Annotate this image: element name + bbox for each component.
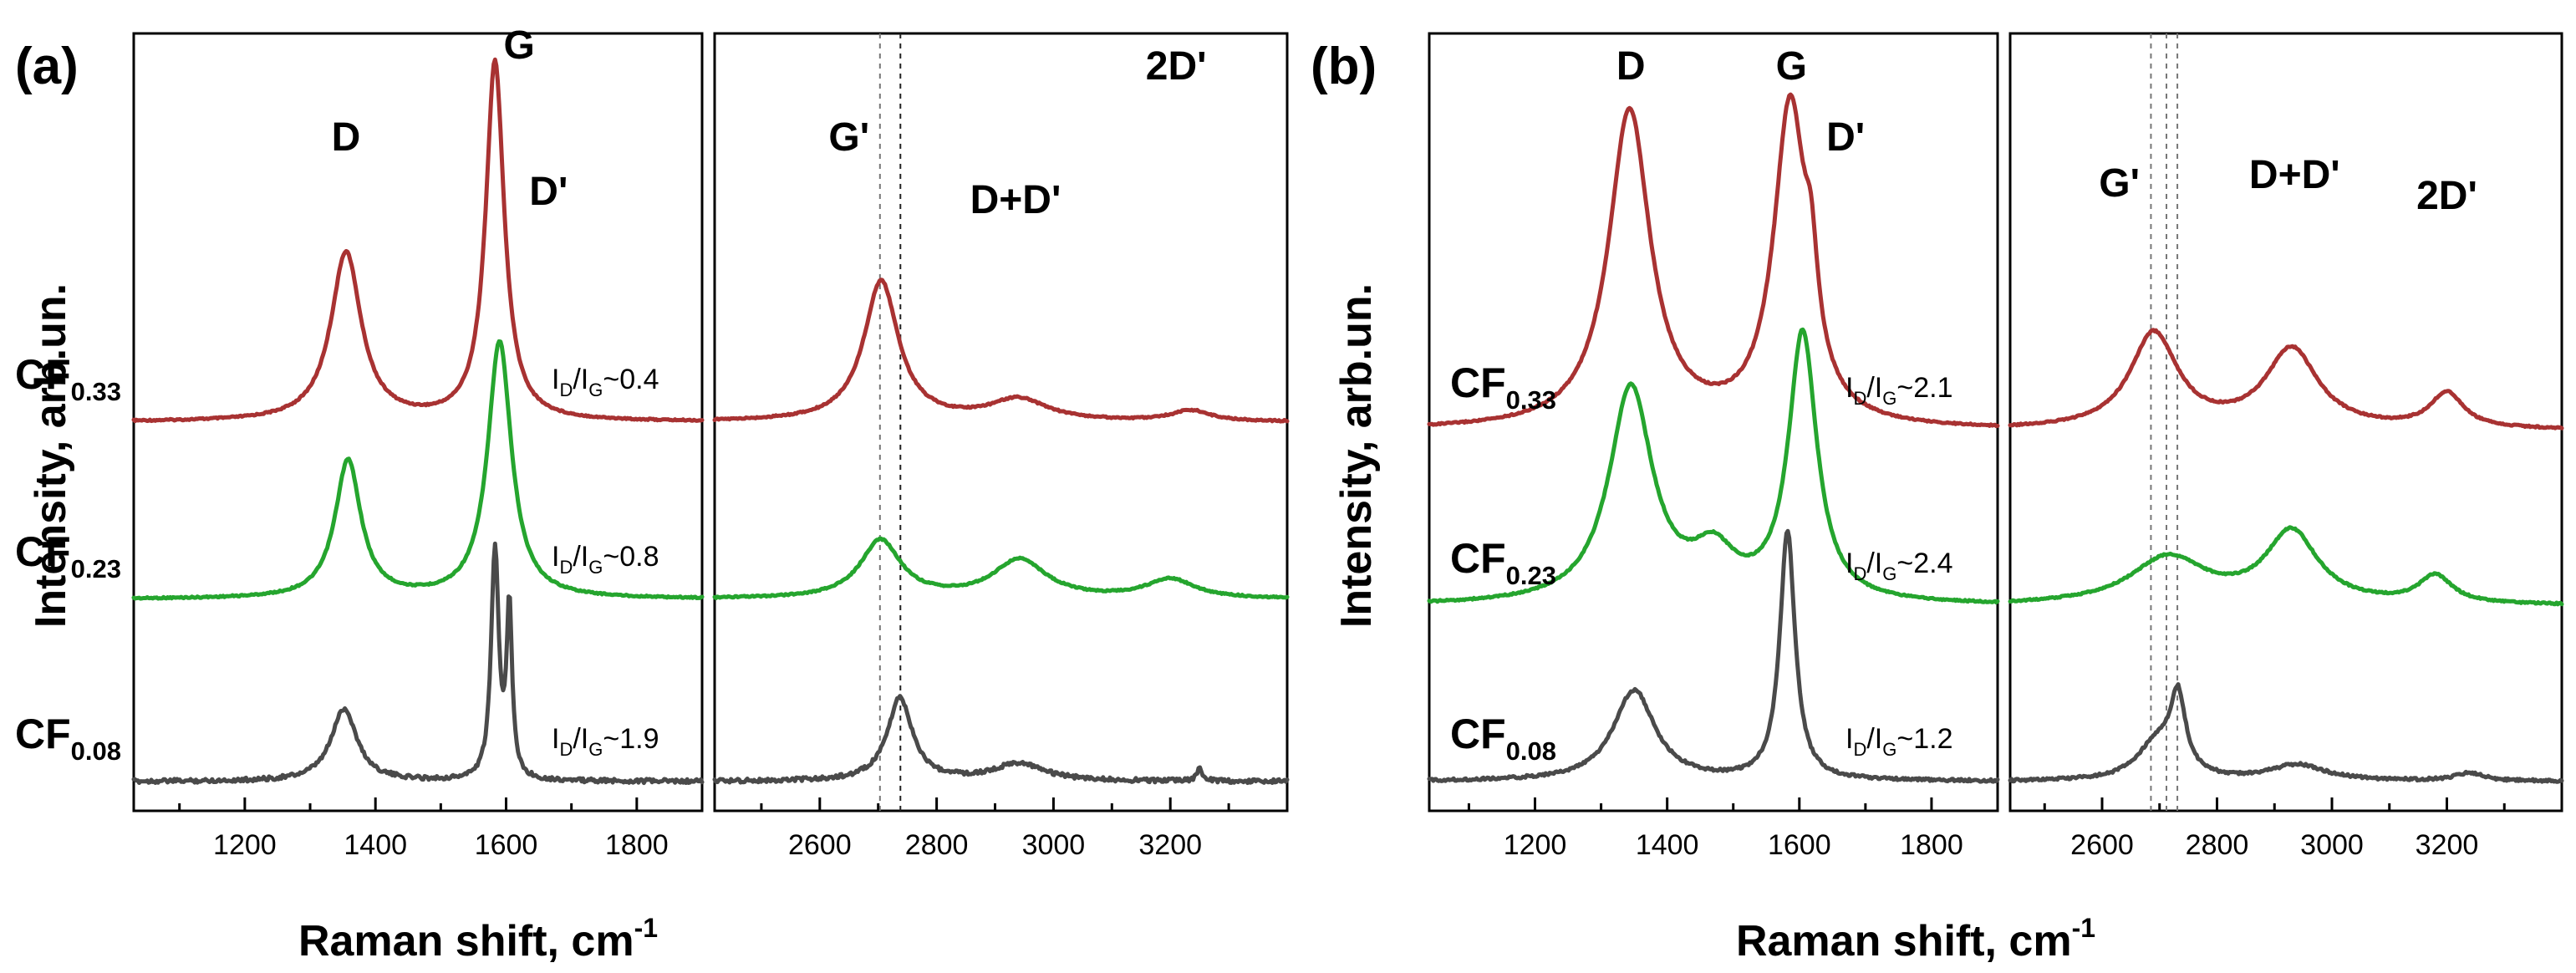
- panel-a-window-low-frame: [132, 32, 704, 813]
- spectrum-line-0-23: [131, 339, 705, 601]
- series-label: CF0.33: [1450, 359, 1556, 415]
- peak-label: G': [2099, 161, 2140, 206]
- ratio-label: ID/IG~2.1: [1845, 372, 1953, 409]
- spectrum-line-0-33: [2008, 328, 2564, 430]
- spectrum-line-0-33: [712, 278, 1290, 424]
- x-tick-label: 1400: [1636, 829, 1699, 861]
- x-tick-label: 2600: [788, 829, 852, 861]
- x-tick-label: 3000: [1022, 829, 1086, 861]
- peak-label: G: [503, 23, 534, 68]
- peak-label: D': [1826, 115, 1865, 160]
- spectrum-line-0-23: [2008, 525, 2564, 607]
- panel-b-window-high-frame: [2008, 32, 2563, 813]
- panel-a-window-high-frame: [713, 32, 1289, 813]
- spectrum-line-0-33: [1427, 92, 2000, 429]
- spectrum-line-0-33: [131, 57, 705, 424]
- x-tick-label: 1200: [1504, 829, 1567, 861]
- panel-a-x-axis-label: Raman shift, cm-1: [298, 913, 658, 965]
- peak-label: 2D': [2416, 174, 2477, 218]
- panel-b: (b) Intensity, arb.un. Raman shift, cm-1…: [1311, 32, 2564, 965]
- panel-a-window-high: 2600 2800 3000 3200 G' D+D' 2D': [712, 32, 1290, 861]
- peak-label: G': [828, 115, 869, 160]
- ratio-label: ID/IG~1.2: [1845, 723, 1953, 760]
- ratio-label: ID/IG~0.4: [552, 364, 659, 400]
- peak-label: D': [529, 170, 568, 214]
- series-label: CF0.23: [15, 528, 121, 583]
- peak-label: D+D': [970, 178, 1061, 222]
- peak-label: D+D': [2249, 153, 2340, 197]
- x-tick-label: 1800: [605, 829, 669, 861]
- peak-label: 2D': [1146, 44, 1207, 89]
- spectrum-line-0-23: [712, 536, 1290, 600]
- series-label: CF0.33: [15, 351, 121, 406]
- ratio-label: ID/IG~1.9: [552, 723, 659, 760]
- panel-b-window-high: 2600 2800 3000 3200 G' D+D' 2D': [2008, 32, 2564, 861]
- panel-a-window-low: 1200 1400 1600 1800 D G D': [131, 23, 705, 861]
- spectrum-line-0-08: [712, 694, 1290, 786]
- peak-label: G: [1776, 44, 1807, 89]
- x-tick-label: 3200: [1138, 829, 1202, 861]
- panel-b-series-labels: CF0.33 ID/IG~2.1 CF0.23 ID/IG~2.4 CF0.08 ID/I…: [1450, 359, 1953, 766]
- x-tick-label: 1800: [1900, 829, 1963, 861]
- ratio-label: ID/IG~2.4: [1845, 548, 1953, 584]
- panel-b-label: (b): [1311, 38, 1377, 95]
- spectrum-line-0-08: [2008, 682, 2564, 784]
- spectrum-line-0-23: [1427, 327, 2000, 605]
- x-tick-label: 1400: [344, 829, 407, 861]
- series-label: CF0.08: [15, 711, 121, 766]
- panel-a: (a) Intensity, arb.un. Raman shift, cm-1…: [15, 23, 1290, 965]
- panel-a-label: (a): [15, 38, 79, 95]
- panel-a-series-labels: CF0.33 ID/IG~0.4 CF0.23 ID/IG~0.8 CF0.08 ID/I…: [15, 351, 659, 766]
- peak-label: D: [332, 115, 361, 160]
- x-tick-label: 3000: [2300, 829, 2364, 861]
- x-tick-label: 2800: [2186, 829, 2249, 861]
- panel-b-x-axis-label: Raman shift, cm-1: [1736, 913, 2095, 965]
- x-tick-label: 2600: [2070, 829, 2134, 861]
- panel-b-y-axis-label: Intensity, arb.un.: [1332, 283, 1381, 628]
- ratio-label: ID/IG~0.8: [552, 541, 659, 578]
- spectrum-line-0-08: [131, 541, 705, 786]
- panel-b-window-low-frame: [1428, 32, 1999, 813]
- x-tick-label: 1600: [1768, 829, 1831, 861]
- x-tick-label: 3200: [2416, 829, 2479, 861]
- peak-label: D: [1616, 44, 1646, 89]
- spectrum-line-0-08: [1427, 528, 2000, 784]
- x-tick-label: 2800: [905, 829, 969, 861]
- panel-a-y-axis-label: Intensity, arb.un.: [27, 283, 75, 628]
- series-label: CF0.23: [1450, 535, 1556, 590]
- panel-b-window-low: 1200 1400 1600 1800 D G D': [1427, 32, 2000, 861]
- x-tick-label: 1600: [475, 829, 538, 861]
- series-label: CF0.08: [1450, 711, 1556, 766]
- x-tick-label: 1200: [213, 829, 277, 861]
